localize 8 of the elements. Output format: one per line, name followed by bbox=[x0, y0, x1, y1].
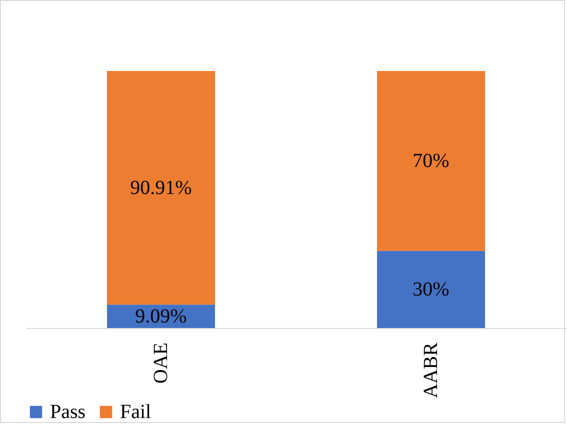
legend-label: Fail bbox=[120, 401, 152, 423]
x-tick-label: AABR bbox=[420, 342, 442, 398]
data-label: 9.09% bbox=[135, 305, 187, 328]
data-label: 90.91% bbox=[130, 176, 192, 199]
data-label: 70% bbox=[412, 150, 450, 172]
data-label: 30% bbox=[412, 278, 450, 300]
legend-label: Pass bbox=[50, 401, 86, 423]
x-tick-label: OAE bbox=[150, 342, 172, 384]
